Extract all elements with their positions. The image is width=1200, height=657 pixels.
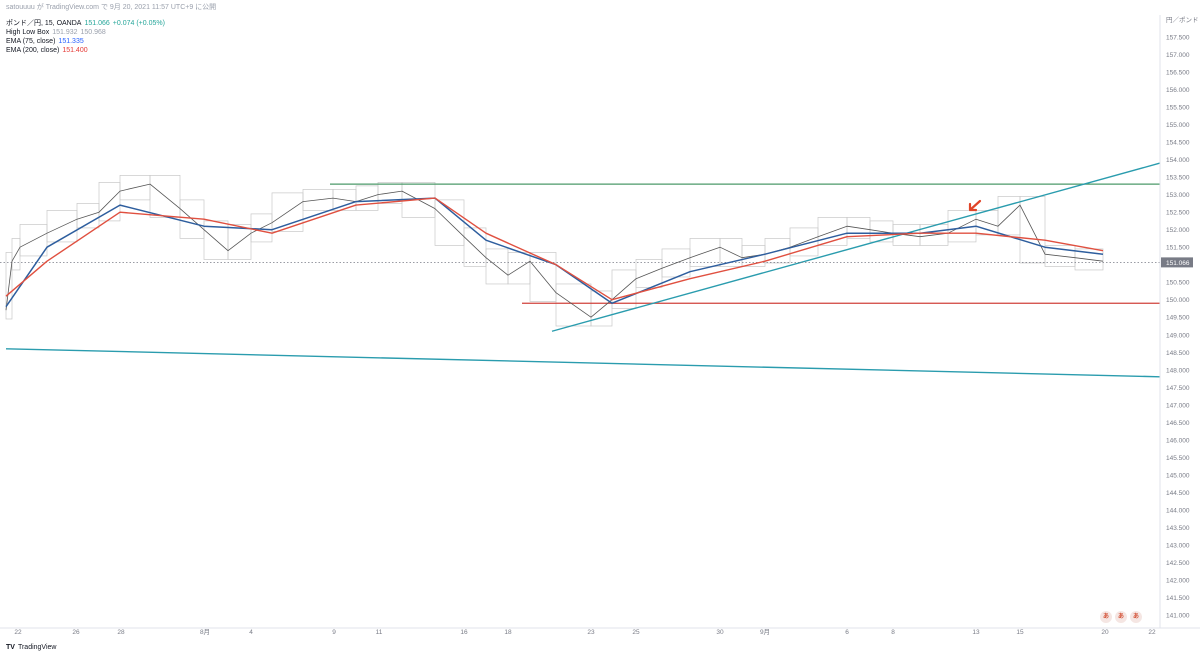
price-tick-label: 143.000 xyxy=(1166,542,1190,549)
price-tick-label: 156.500 xyxy=(1166,70,1190,77)
tradingview-logo[interactable]: TV TradingView xyxy=(6,644,56,651)
price-tick-label: 149.500 xyxy=(1166,315,1190,322)
price-tick-label: 147.500 xyxy=(1166,385,1190,392)
indicator-value: 151.335 xyxy=(58,38,84,45)
price-tick-label: 144.000 xyxy=(1166,507,1190,514)
indicator-legend-hlbox[interactable]: High Low Box 151.932 150.968 xyxy=(6,28,109,37)
price-tick-label: 154.500 xyxy=(1166,140,1190,147)
price-tick-label: 147.000 xyxy=(1166,402,1190,409)
time-tick-label: 4 xyxy=(249,629,253,636)
price-tick-label: 148.500 xyxy=(1166,350,1190,357)
current-price-marker: 151.066 xyxy=(1161,257,1193,268)
high-low-box xyxy=(5,252,13,320)
price-tick-label: 152.500 xyxy=(1166,210,1190,217)
indicator-legend-ema75[interactable]: EMA (75, close) 151.335 xyxy=(6,37,87,46)
price-tick-label: 142.500 xyxy=(1166,560,1190,567)
price-tick-label: 153.000 xyxy=(1166,192,1190,199)
high-low-box xyxy=(1019,196,1046,264)
time-tick-label: 11 xyxy=(376,629,383,636)
time-tick-label: 8 xyxy=(891,629,895,636)
symbol-legend: ポンド／円, 15, OANDA 151.066 +0.074 (+0.05%) xyxy=(6,19,168,28)
indicator-value: 151.400 xyxy=(62,47,88,54)
high-low-box xyxy=(463,227,487,267)
high-low-box xyxy=(271,192,304,232)
time-tick-label: 16 xyxy=(460,629,468,636)
series-lines xyxy=(5,183,1104,318)
time-tick-label: 22 xyxy=(1148,629,1156,636)
rising-trend-line[interactable] xyxy=(551,162,1161,332)
price-tick-label: 155.500 xyxy=(1166,105,1190,112)
last-price: 151.066 xyxy=(84,20,110,27)
time-tick-label: 9 xyxy=(332,629,336,636)
price-tick-label: 156.000 xyxy=(1166,87,1190,94)
reaction-button[interactable]: あ xyxy=(1130,611,1142,623)
indicator-value: 151.932 xyxy=(52,29,78,36)
price-tick-label: 144.500 xyxy=(1166,490,1190,497)
price-tick-label: 153.500 xyxy=(1166,175,1190,182)
time-tick-label: 26 xyxy=(72,629,80,636)
price-tick-label: 152.000 xyxy=(1166,227,1190,234)
price-tick-label: 148.000 xyxy=(1166,367,1190,374)
price-tick-label: 141.000 xyxy=(1166,613,1190,620)
time-tick-label: 8月 xyxy=(200,628,210,636)
time-tick-label: 30 xyxy=(716,629,724,636)
price-tick-label: 145.000 xyxy=(1166,472,1190,479)
price-tick-label: 146.500 xyxy=(1166,420,1190,427)
high-low-box xyxy=(529,252,557,302)
price-tick-label: 157.000 xyxy=(1166,52,1190,59)
price-tick-label: 157.500 xyxy=(1166,35,1190,42)
price-tick-label: 154.000 xyxy=(1166,157,1190,164)
time-tick-label: 9月 xyxy=(760,628,770,636)
reaction-button[interactable]: あ xyxy=(1100,611,1112,623)
price-tick-label: 141.500 xyxy=(1166,595,1190,602)
price-tick-label: 150.000 xyxy=(1166,297,1190,304)
price-tick-label: 155.000 xyxy=(1166,122,1190,129)
current-price-badge xyxy=(1161,257,1193,268)
high-low-box xyxy=(98,182,121,222)
tradingview-icon: TV xyxy=(6,644,15,651)
time-tick-label: 20 xyxy=(1101,629,1109,636)
high-low-box xyxy=(149,175,181,218)
time-tick-label: 22 xyxy=(14,629,22,636)
reaction-button[interactable]: あ xyxy=(1115,611,1127,623)
price-tick-label: 146.000 xyxy=(1166,437,1190,444)
time-axis-ticks: 22 26 28 8月 4 9 11 16 18 23 25 30 9月 6 8 13 15 20 22 xyxy=(14,628,1156,636)
time-tick-label: 23 xyxy=(587,629,595,636)
time-tick-label: 28 xyxy=(117,629,125,636)
time-tick-label: 18 xyxy=(504,629,512,636)
ema200-line[interactable] xyxy=(5,197,1104,301)
price-axis-ticks: 157.500 157.000 156.500 156.000 155.500 155.0… xyxy=(1166,16,1199,620)
trend-lines xyxy=(0,162,1161,378)
price-tick-label: 143.500 xyxy=(1166,525,1190,532)
price-tick-label: 145.500 xyxy=(1166,455,1190,462)
price-line[interactable] xyxy=(5,183,1104,318)
indicator-name: High Low Box xyxy=(6,29,50,36)
symbol-name[interactable]: ポンド／円, 15, OANDA xyxy=(6,20,82,27)
annotation-arrow xyxy=(968,199,982,212)
publish-attribution: satouuuu が TradingView.com で 9月 20, 2021… xyxy=(6,4,217,11)
price-axis-unit: 円／ポンド xyxy=(1166,16,1199,24)
price-change: +0.074 (+0.05%) xyxy=(112,20,165,27)
price-tick-label: 151.500 xyxy=(1166,245,1190,252)
time-tick-label: 25 xyxy=(632,629,640,636)
toolbar-buttons: あ あ あ xyxy=(1100,611,1142,623)
indicator-name: EMA (75, close) xyxy=(6,38,56,45)
horizontal-lines xyxy=(330,183,1160,304)
arrow-icon xyxy=(968,199,982,212)
brand-name: TradingView xyxy=(17,644,57,651)
indicator-name: EMA (200, close) xyxy=(6,47,60,54)
time-tick-label: 13 xyxy=(972,629,980,636)
price-tick-label: 150.500 xyxy=(1166,280,1190,287)
current-price-text: 151.066 xyxy=(1166,260,1190,267)
high-low-box xyxy=(1074,248,1104,271)
time-tick-label: 6 xyxy=(845,629,849,636)
time-tick-label: 15 xyxy=(1016,629,1024,636)
price-tick-label: 149.000 xyxy=(1166,332,1190,339)
price-tick-label: 142.000 xyxy=(1166,577,1190,584)
high-low-box xyxy=(611,269,637,309)
indicator-legend-ema200[interactable]: EMA (200, close) 151.400 xyxy=(6,46,91,55)
falling-trend-line[interactable] xyxy=(5,348,1161,378)
indicator-value: 150.968 xyxy=(80,29,106,36)
